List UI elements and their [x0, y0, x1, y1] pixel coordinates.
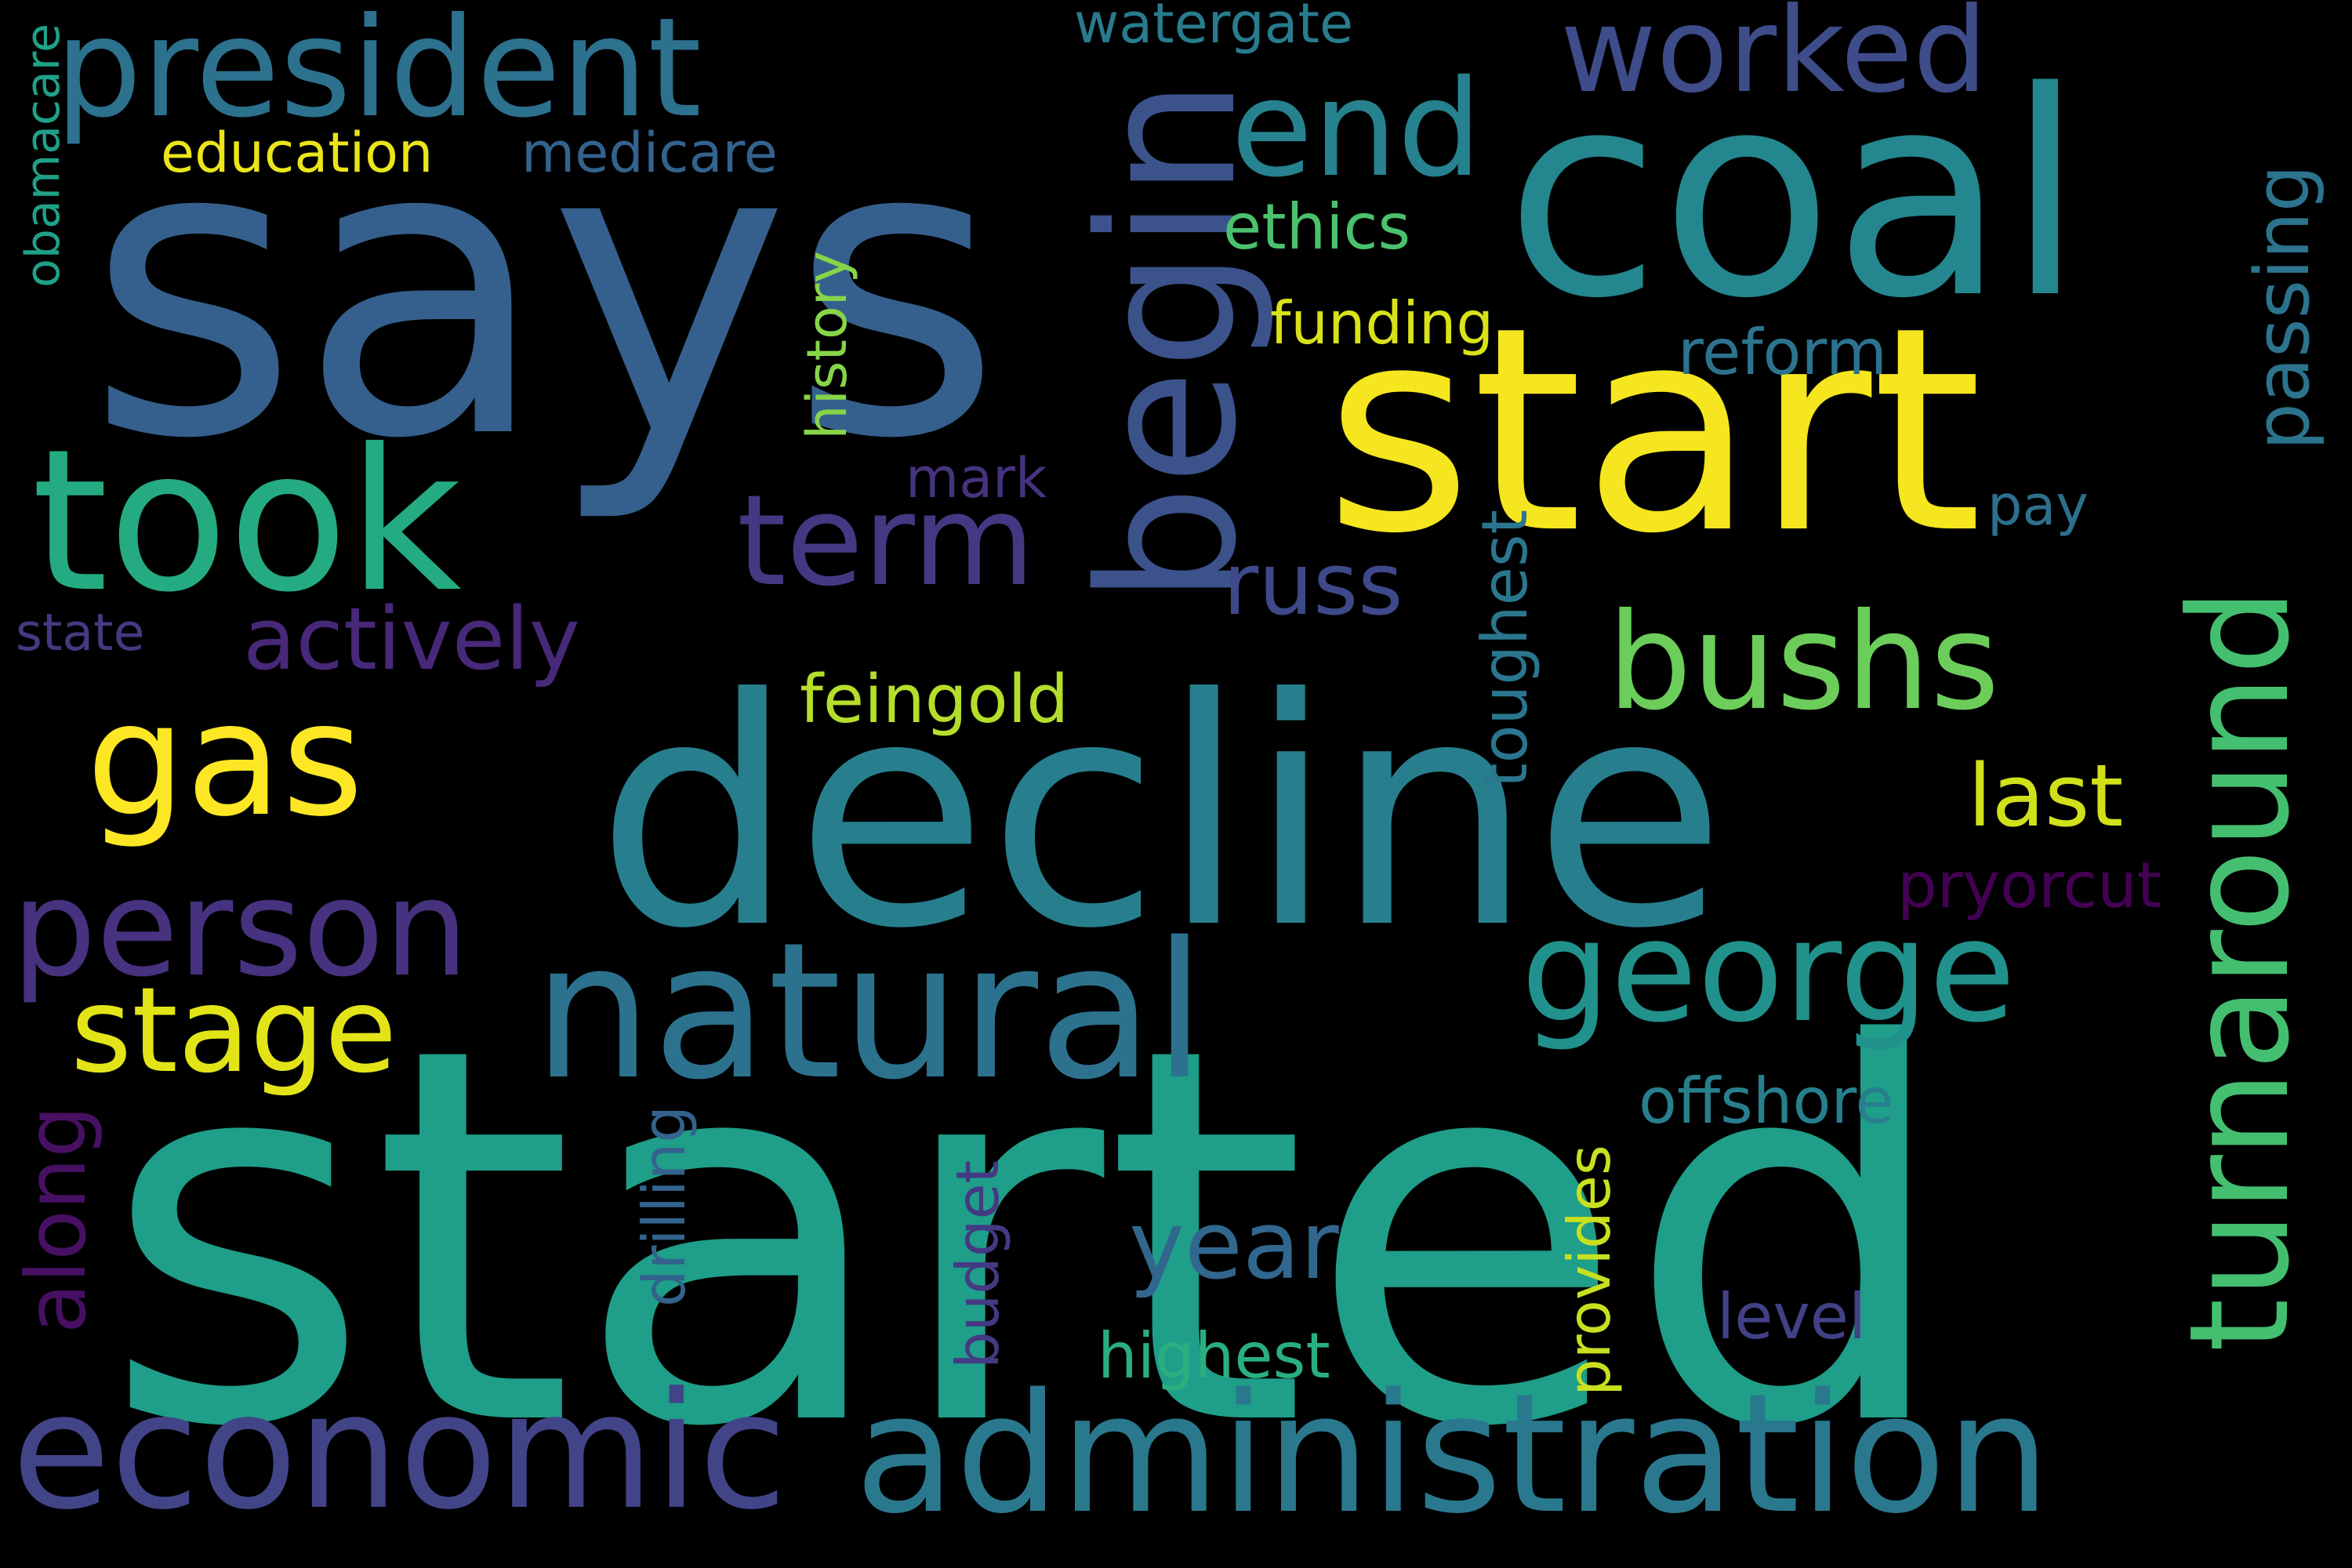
word-stage: stage — [71, 963, 397, 1099]
word-obamacare: obamacare — [16, 24, 71, 288]
word-george: george — [1521, 890, 2016, 1054]
word-reform: reform — [1678, 316, 1887, 389]
word-passing: passing — [2240, 165, 2326, 451]
word-watergate: watergate — [1074, 0, 1354, 56]
word-level: level — [1717, 1280, 1867, 1353]
word-provides: provides — [1555, 1145, 1624, 1396]
word-took: took — [31, 407, 462, 635]
word-drilling: drilling — [630, 1105, 699, 1307]
word-turnaround: turnaround — [2161, 588, 2320, 1352]
word-year: year — [1129, 1192, 1339, 1301]
word-offshore: offshore — [1639, 1065, 1894, 1138]
word-toughest: toughest — [1468, 510, 1541, 788]
word-medicare: medicare — [521, 121, 778, 185]
word-start: start — [1325, 267, 1983, 595]
word-mark: mark — [906, 446, 1047, 510]
word-natural: natural — [533, 902, 1206, 1121]
word-budget: budget — [943, 1160, 1012, 1369]
word-state: state — [16, 604, 145, 662]
word-decline: decline — [596, 633, 1726, 997]
word-ethics: ethics — [1223, 191, 1411, 263]
word-started: started — [102, 937, 1955, 1540]
word-bushs: bushs — [1607, 585, 2000, 740]
word-term: term — [737, 467, 1035, 614]
word-highest: highest — [1098, 1319, 1330, 1392]
word-last: last — [1968, 746, 2124, 846]
word-actively: actively — [243, 589, 581, 689]
word-education: education — [161, 121, 434, 185]
word-end: end — [1231, 52, 1483, 207]
word-worked: worked — [1560, 0, 1988, 119]
word-russ: russ — [1223, 534, 1403, 634]
word-says: says — [86, 53, 1003, 528]
word-administration: administration — [855, 1358, 2051, 1550]
word-economic: economic — [12, 1359, 787, 1545]
word-feingold: feingold — [800, 661, 1069, 739]
word-pryorcut: pryorcut — [1897, 849, 2162, 922]
word-history: history — [795, 251, 859, 440]
word-pay: pay — [1987, 474, 2089, 538]
word-along: along — [9, 1105, 104, 1334]
word-funding: funding — [1270, 289, 1494, 358]
word-coal: coal — [1505, 31, 2085, 360]
word-gas: gas — [86, 669, 364, 851]
word-person: person — [12, 851, 469, 1007]
word-president: president — [55, 0, 702, 148]
